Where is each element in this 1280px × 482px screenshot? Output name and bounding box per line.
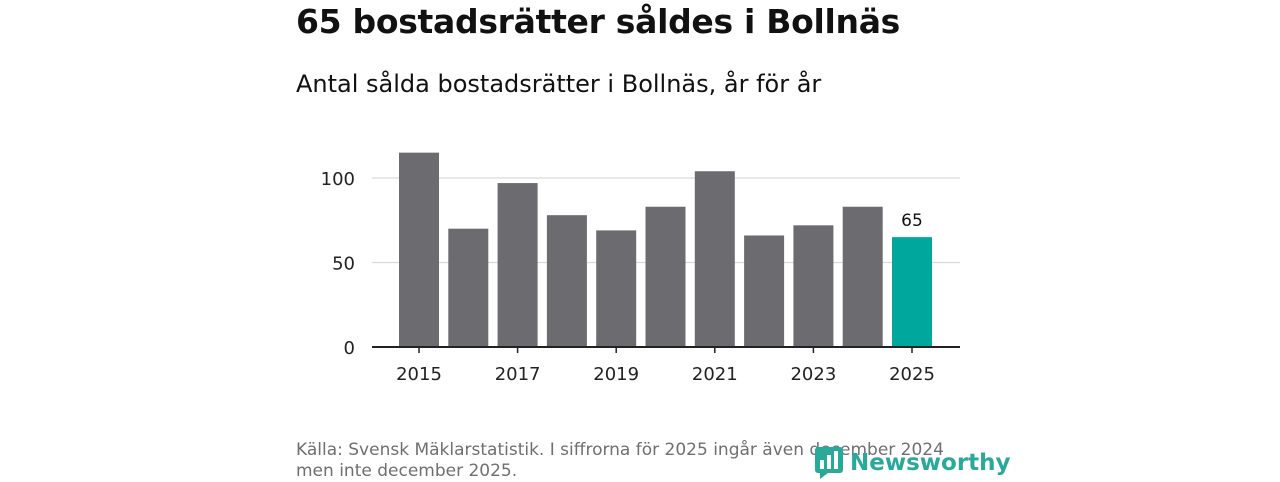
bar-2017	[497, 183, 538, 347]
bar-2016	[448, 228, 489, 347]
bar-2023	[793, 225, 834, 347]
bar-2015	[399, 152, 439, 347]
x-tick-label: 2015	[396, 364, 442, 385]
bar-2018	[546, 215, 587, 347]
data-labels: 65	[901, 211, 923, 231]
x-tick-label: 2019	[593, 364, 639, 385]
x-tick-label: 2025	[889, 364, 935, 385]
source-note: Källa: Svensk Mäklarstatistik. I siffror…	[296, 440, 944, 481]
y-tick-label: 50	[332, 254, 355, 275]
bar-2024	[842, 206, 883, 347]
y-tick-label: 0	[344, 338, 355, 359]
bar-2025	[892, 237, 932, 347]
y-tick-label: 100	[321, 169, 355, 190]
y-axis-labels: 0 50 100	[321, 169, 355, 359]
x-axis-labels: 2015 2017 2019 2021 2023 2025	[396, 347, 935, 385]
bars	[399, 152, 932, 347]
chart-subtitle: Antal sålda bostadsrätter i Bollnäs, år …	[296, 70, 822, 98]
logo-text: Newsworthy	[850, 450, 1011, 476]
newsworthy-logo-icon	[815, 447, 843, 479]
bar-2019	[596, 230, 637, 347]
bar-chart: 0 50 100 2015 2017 2019 2021 2023 2025 65	[321, 152, 960, 385]
newsworthy-logo: Newsworthy	[814, 446, 1011, 480]
bar-2021	[694, 171, 735, 347]
x-tick-label: 2021	[692, 364, 738, 385]
data-label-highlight: 65	[901, 211, 923, 231]
bar-2020	[645, 206, 686, 347]
x-tick-label: 2017	[495, 364, 541, 385]
chart-title: 65 bostadsrätter såldes i Bollnäs	[296, 2, 901, 41]
x-tick-label: 2023	[790, 364, 836, 385]
bar-2022	[744, 235, 785, 347]
